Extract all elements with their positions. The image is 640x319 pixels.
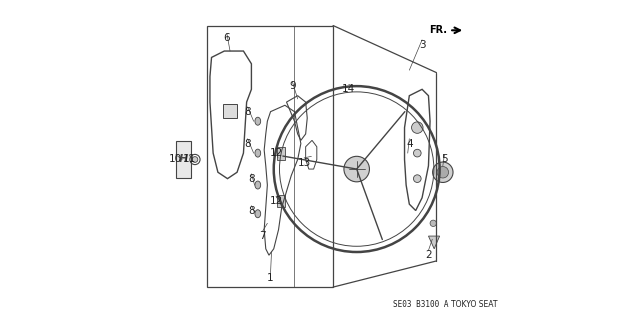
Text: 12: 12 <box>269 148 283 158</box>
Text: FR.: FR. <box>429 25 447 35</box>
Bar <box>277 195 285 207</box>
Text: 14: 14 <box>342 84 355 94</box>
Text: 7: 7 <box>259 231 266 241</box>
FancyBboxPatch shape <box>176 141 191 178</box>
Text: 1: 1 <box>268 272 274 283</box>
Text: 6: 6 <box>223 33 230 43</box>
Bar <box>223 104 237 118</box>
Text: 12: 12 <box>269 196 283 206</box>
Circle shape <box>412 122 423 133</box>
Text: 8: 8 <box>248 174 255 184</box>
Text: 8: 8 <box>244 107 251 117</box>
Text: 8: 8 <box>248 205 255 216</box>
Circle shape <box>344 156 369 182</box>
Circle shape <box>413 175 421 182</box>
Text: 10: 10 <box>169 154 182 165</box>
Circle shape <box>192 157 198 162</box>
Text: 9: 9 <box>289 81 296 91</box>
Ellipse shape <box>255 210 260 218</box>
Circle shape <box>437 167 449 178</box>
Polygon shape <box>428 236 440 249</box>
Circle shape <box>413 149 421 157</box>
Circle shape <box>433 162 453 182</box>
Text: 4: 4 <box>406 138 413 149</box>
Ellipse shape <box>255 181 260 189</box>
Text: TOKYO SEAT: TOKYO SEAT <box>451 300 497 309</box>
Text: H: H <box>179 154 188 165</box>
Text: 3: 3 <box>419 40 426 50</box>
Text: 8: 8 <box>244 138 251 149</box>
Circle shape <box>430 220 436 226</box>
Bar <box>277 147 285 160</box>
Text: SE03 B3100 A: SE03 B3100 A <box>394 300 449 309</box>
Ellipse shape <box>255 149 260 157</box>
Text: 11: 11 <box>182 154 196 165</box>
Text: 2: 2 <box>425 250 432 260</box>
Text: 5: 5 <box>441 154 448 165</box>
Ellipse shape <box>255 117 260 125</box>
Text: 13: 13 <box>298 158 310 168</box>
